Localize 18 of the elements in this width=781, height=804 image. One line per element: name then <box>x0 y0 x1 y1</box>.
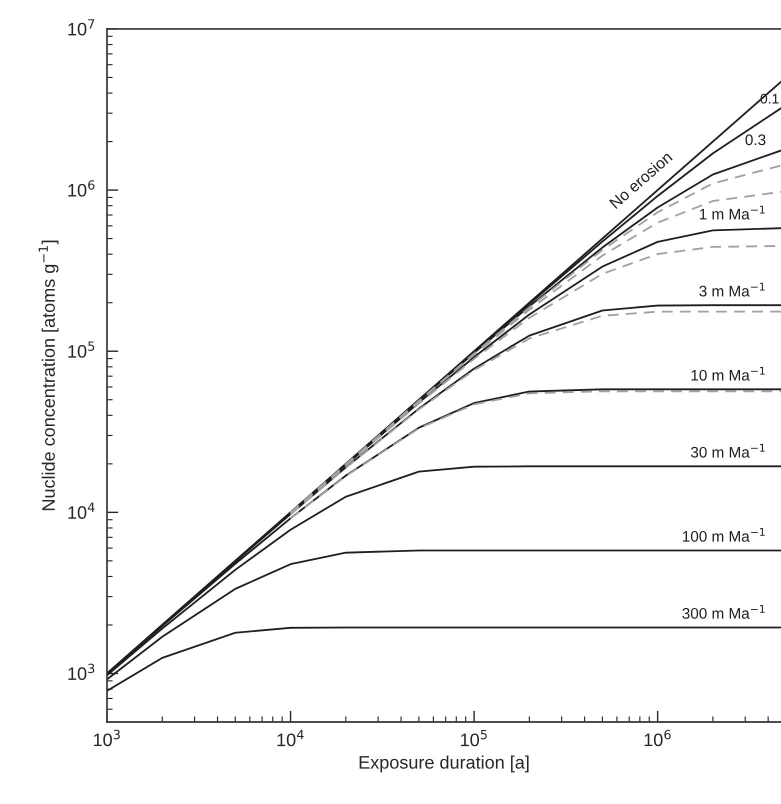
y-tick-label: 10$^{3}$ <box>68 664 94 680</box>
annotation: 3 m Ma$^{−1}$ <box>699 282 765 297</box>
annotation: 300 m Ma$^{−1}$ <box>682 604 765 619</box>
y-tick-label: 10$^{5}$ <box>68 342 94 358</box>
x-axis-title: Exposure duration [a] <box>360 755 529 772</box>
annotation: 30 m Ma$^{−1}$ <box>690 444 765 458</box>
y-tick-label: 10$^{6}$ <box>68 180 94 197</box>
y-axis-title: Nuclide concentration [atoms g$^{−1}$] <box>38 240 58 510</box>
y-tick-label: 10$^{7}$ <box>68 19 94 36</box>
x-tick-label: 10$^{4}$ <box>277 730 304 746</box>
annotation: 100 m Ma$^{−1}$ <box>682 528 765 542</box>
x-tick-label: 10$^{5}$ <box>461 730 487 746</box>
x-tick-label: 10$^{3}$ <box>94 730 120 746</box>
y-tick-label: 10$^{4}$ <box>68 502 95 519</box>
annotation: 10 m Ma$^{−1}$ <box>692 366 765 381</box>
x-tick-label: 10$^{6}$ <box>644 730 671 746</box>
annotation: 1 m Ma$^{−1}$ <box>700 206 765 220</box>
annotation: 0.3 <box>745 134 766 146</box>
